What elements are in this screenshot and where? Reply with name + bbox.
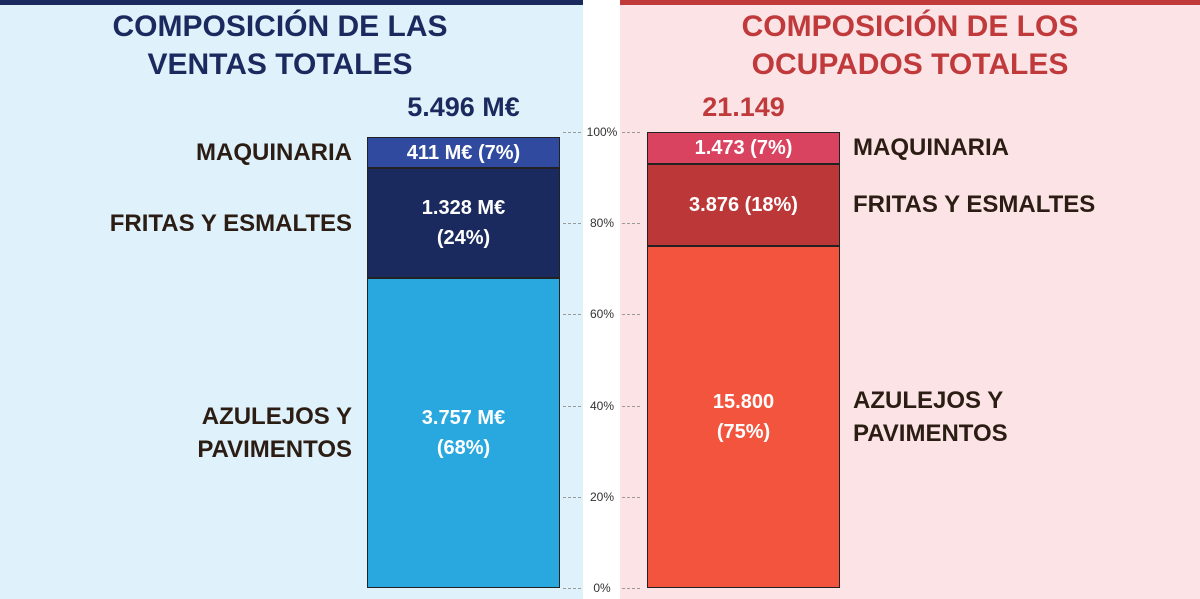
bar-segment: 1.473 (7%) [647, 132, 840, 164]
right-top-strip [620, 0, 1200, 5]
tick-line [563, 588, 581, 589]
value-label: 1.473 (7%) [694, 136, 793, 159]
chart-title: COMPOSICIÓN DE LAS VENTAS TOTALES [112, 10, 448, 81]
tick-line [622, 405, 640, 407]
y-tick-label: 0% [593, 581, 611, 595]
tick-line [563, 405, 581, 407]
left-top-strip [0, 0, 583, 5]
tick-line [622, 588, 640, 589]
tick-line [563, 496, 581, 498]
value-label: 15.800 (75%) [712, 391, 775, 443]
y-tick-label: 60% [589, 307, 615, 322]
total-label: 21.149 [702, 92, 785, 122]
category-label: MAQUINARIA [196, 139, 352, 167]
y-tick-label: 40% [589, 398, 615, 413]
bar-segment: 3.757 M€ (68%) [367, 277, 560, 588]
chart-title: COMPOSICIÓN DE LOS OCUPADOS TOTALES [741, 10, 1079, 81]
category-label: FRITAS Y ESMALTES [109, 209, 352, 237]
tick-line [622, 223, 640, 225]
tick-line [563, 132, 581, 133]
category-label: MAQUINARIA [853, 134, 1009, 162]
y-tick-label: 20% [589, 489, 615, 504]
category-label: FRITAS Y ESMALTES [853, 191, 1096, 219]
y-tick-label: 100% [586, 125, 618, 139]
category-label: AZULEJOS Y PAVIMENTOS [197, 402, 352, 463]
bar-segment: 3.876 (18%) [647, 163, 840, 246]
value-label: 3.876 (18%) [689, 193, 798, 216]
total-label: 5.496 M€ [407, 92, 520, 122]
bar-segment: 15.800 (75%) [647, 246, 840, 588]
value-label: 3.757 M€ (68%) [421, 406, 506, 459]
tick-line [622, 496, 640, 498]
bar-segment: 411 M€ (7%) [367, 136, 560, 169]
tick-line [563, 314, 581, 316]
value-label: 1.328 M€ (24%) [421, 197, 506, 250]
tick-line [563, 223, 581, 225]
y-tick-label: 80% [589, 216, 615, 231]
category-label: AZULEJOS Y PAVIMENTOS [853, 387, 1008, 447]
tick-line [622, 314, 640, 316]
tick-line [622, 132, 640, 133]
value-label: 411 M€ (7%) [406, 141, 521, 164]
bar-segment: 1.328 M€ (24%) [367, 168, 560, 278]
